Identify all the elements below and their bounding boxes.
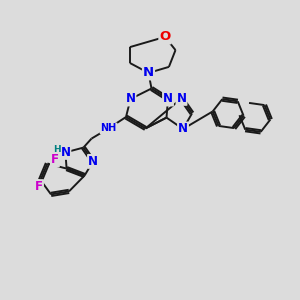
Text: N: N: [163, 92, 173, 106]
Text: NH: NH: [100, 123, 117, 134]
Text: N: N: [125, 92, 136, 106]
Text: N: N: [88, 155, 98, 168]
Text: O: O: [159, 30, 171, 44]
Text: N: N: [176, 92, 187, 105]
Text: N: N: [178, 122, 188, 136]
Text: N: N: [60, 146, 70, 159]
Text: N: N: [143, 66, 154, 80]
Text: F: F: [51, 153, 59, 167]
Text: F: F: [35, 180, 43, 193]
Text: H: H: [53, 146, 61, 154]
